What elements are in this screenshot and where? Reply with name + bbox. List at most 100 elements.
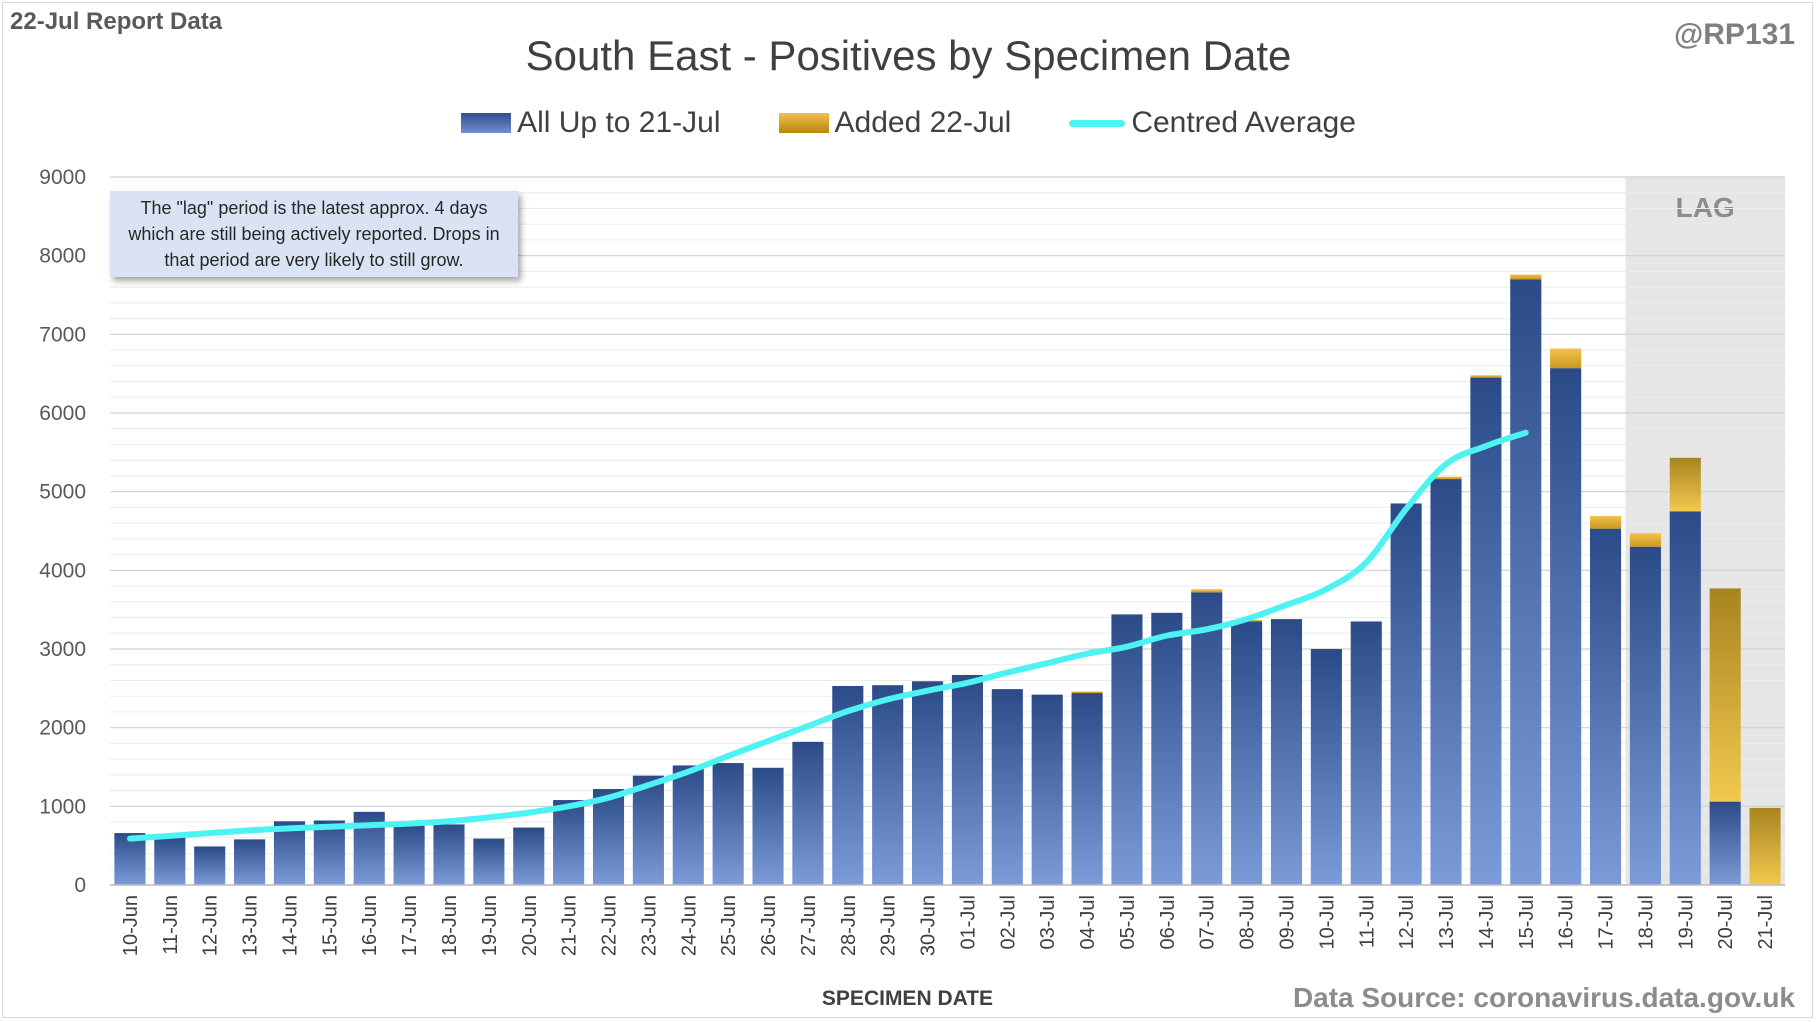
x-tick-label: 21-Jun xyxy=(559,895,581,956)
bar-all-up-to-21-jul xyxy=(1111,614,1143,885)
bar-all-up-to-21-jul xyxy=(1191,592,1223,885)
legend-item-all: All Up to 21-Jul xyxy=(461,106,721,140)
x-tick-label: 14-Jul xyxy=(1476,895,1498,949)
legend-item-added: Added 22-Jul xyxy=(778,106,1011,140)
bar-all-up-to-21-jul xyxy=(1031,694,1063,885)
x-tick-label: 17-Jun xyxy=(399,895,421,956)
x-tick-label: 16-Jul xyxy=(1556,895,1578,949)
bar-all-up-to-21-jul xyxy=(672,765,704,885)
x-tick-label: 05-Jul xyxy=(1117,895,1139,949)
x-tick-label: 17-Jul xyxy=(1596,895,1618,949)
y-tick-label: 0 xyxy=(74,874,86,897)
bar-all-up-to-21-jul xyxy=(912,681,944,885)
x-tick-label: 03-Jul xyxy=(1037,895,1059,949)
chart-legend: All Up to 21-Jul Added 22-Jul Centred Av… xyxy=(0,106,1817,140)
bar-added-22-jul xyxy=(1071,691,1103,694)
legend-swatch-all xyxy=(461,113,512,133)
bar-all-up-to-21-jul xyxy=(114,833,146,885)
legend-label-all: All Up to 21-Jul xyxy=(517,106,721,139)
bar-all-up-to-21-jul xyxy=(433,824,465,885)
bar-all-up-to-21-jul xyxy=(1510,279,1542,885)
bar-all-up-to-21-jul xyxy=(832,685,864,885)
y-tick-label: 5000 xyxy=(39,481,86,504)
bar-all-up-to-21-jul xyxy=(1390,503,1422,885)
x-tick-label: 04-Jul xyxy=(1077,895,1099,949)
bar-all-up-to-21-jul xyxy=(792,741,824,885)
x-tick-label: 13-Jul xyxy=(1436,895,1458,949)
y-tick-label: 3000 xyxy=(39,638,86,661)
bar-added-22-jul xyxy=(1669,457,1701,512)
bar-all-up-to-21-jul xyxy=(1231,621,1263,885)
x-tick-label: 20-Jun xyxy=(519,895,541,956)
bar-all-up-to-21-jul xyxy=(632,775,664,885)
x-tick-label: 18-Jul xyxy=(1635,895,1657,949)
x-tick-label: 06-Jul xyxy=(1157,895,1179,949)
x-axis-title: SPECIMEN DATE xyxy=(822,987,993,1010)
bar-added-22-jul xyxy=(1430,476,1462,480)
x-tick-label: 15-Jul xyxy=(1516,895,1538,949)
bar-all-up-to-21-jul xyxy=(1470,377,1502,885)
bar-all-up-to-21-jul xyxy=(393,825,425,885)
x-tick-label: 14-Jun xyxy=(279,895,301,956)
bar-all-up-to-21-jul xyxy=(1589,528,1622,885)
x-tick-label: 20-Jul xyxy=(1715,895,1737,949)
x-tick-label: 21-Jul xyxy=(1755,895,1777,949)
bar-all-up-to-21-jul xyxy=(951,674,983,885)
x-tick-label: 13-Jun xyxy=(240,895,262,956)
y-tick-label: 9000 xyxy=(39,166,86,189)
x-tick-label: 24-Jun xyxy=(678,895,700,956)
x-tick-label: 29-Jun xyxy=(878,895,900,956)
data-source: Data Source: coronavirus.data.gov.uk xyxy=(1292,982,1795,1013)
bar-all-up-to-21-jul xyxy=(1709,801,1741,885)
bar-all-up-to-21-jul xyxy=(712,763,744,885)
bar-all-up-to-21-jul xyxy=(1310,649,1342,885)
x-tick-label: 01-Jul xyxy=(957,895,979,949)
bar-all-up-to-21-jul xyxy=(1270,619,1303,885)
bar-all-up-to-21-jul xyxy=(592,789,625,885)
bar-all-up-to-21-jul xyxy=(1071,693,1103,885)
y-tick-label: 1000 xyxy=(39,795,86,818)
x-tick-label: 22-Jun xyxy=(599,895,621,956)
bar-all-up-to-21-jul xyxy=(1151,612,1183,885)
bar-all-up-to-21-jul xyxy=(473,838,505,885)
x-tick-label: 25-Jun xyxy=(718,895,740,956)
x-tick-label: 07-Jul xyxy=(1197,895,1219,949)
y-tick-label: 2000 xyxy=(39,717,86,740)
x-tick-label: 18-Jun xyxy=(439,895,461,956)
bar-all-up-to-21-jul xyxy=(1629,546,1661,885)
centred-average-line xyxy=(126,429,1529,842)
bar-added-22-jul xyxy=(1191,589,1223,593)
bar-all-up-to-21-jul xyxy=(234,839,266,885)
report-date-label: 22-Jul Report Data xyxy=(10,8,223,35)
bar-all-up-to-21-jul xyxy=(991,689,1023,885)
legend-swatch-average xyxy=(1069,119,1126,127)
lag-label: LAG xyxy=(1676,192,1735,223)
x-tick-label: 11-Jun xyxy=(160,895,182,955)
bar-all-up-to-21-jul xyxy=(872,685,904,885)
bar-added-22-jul xyxy=(1749,807,1781,885)
y-tick-label: 7000 xyxy=(39,323,86,346)
bar-added-22-jul xyxy=(1709,588,1741,802)
x-tick-label: 12-Jun xyxy=(200,895,222,956)
legend-swatch-added xyxy=(778,113,829,133)
bar-added-22-jul xyxy=(1589,516,1622,529)
chart-title: South East - Positives by Specimen Date xyxy=(525,32,1292,79)
bar-added-22-jul xyxy=(1470,375,1502,378)
bar-all-up-to-21-jul xyxy=(1350,621,1382,885)
x-tick-label: 10-Jul xyxy=(1316,895,1338,949)
x-tick-label: 08-Jul xyxy=(1237,895,1259,949)
x-tick-label: 26-Jun xyxy=(758,895,780,956)
lag-note: The "lag" period is the latest approx. 4… xyxy=(110,191,518,277)
x-tick-label: 23-Jun xyxy=(638,895,660,956)
bar-all-up-to-21-jul xyxy=(1550,368,1582,885)
x-tick-label: 19-Jul xyxy=(1675,895,1697,949)
x-tick-label: 12-Jul xyxy=(1396,895,1418,949)
x-tick-label: 28-Jun xyxy=(838,895,860,956)
bar-all-up-to-21-jul xyxy=(273,821,306,885)
bar-all-up-to-21-jul xyxy=(313,820,345,885)
bar-all-up-to-21-jul xyxy=(553,800,585,885)
bar-all-up-to-21-jul xyxy=(513,827,545,885)
bar-all-up-to-21-jul xyxy=(1669,511,1701,885)
